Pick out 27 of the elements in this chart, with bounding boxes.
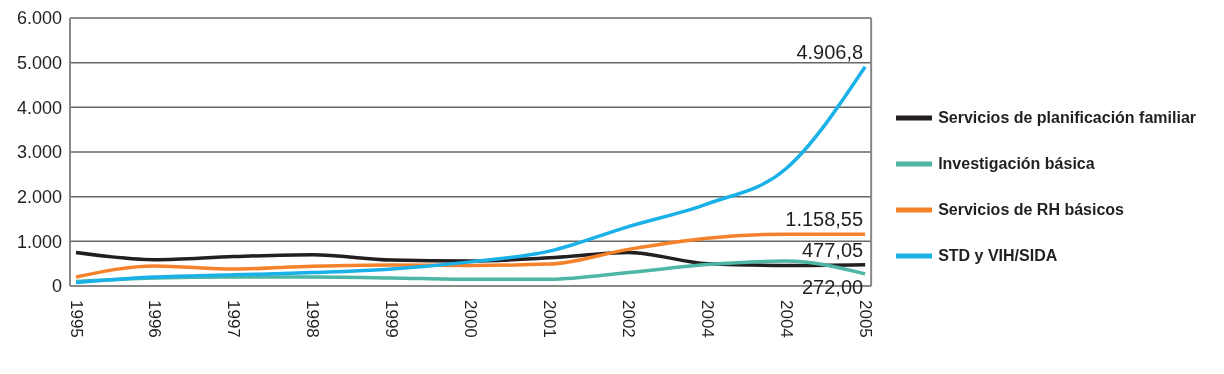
y-tick-label: 0 xyxy=(51,276,62,297)
annotation: 4.906,8 xyxy=(796,40,864,63)
x-tick-label: 1996 xyxy=(145,300,165,338)
x-tick-label: 2004 xyxy=(776,300,796,338)
y-tick-label: 3.000 xyxy=(16,142,62,163)
x-tick-label: 1998 xyxy=(303,300,323,338)
y-tick-label: 5.000 xyxy=(16,53,62,74)
x-tick-label: 1999 xyxy=(382,300,402,338)
x-tick-label: 2001 xyxy=(539,300,559,338)
x-tick-label: 2000 xyxy=(461,300,481,338)
legend-label: Servicios de planificación familiar xyxy=(938,108,1196,128)
y-tick-label: 1.000 xyxy=(16,231,62,252)
annotation: 272,00 xyxy=(801,276,864,299)
x-tick-label: 1997 xyxy=(224,300,244,338)
y-tick-label: 2.000 xyxy=(16,187,62,208)
x-tick-label: 2004 xyxy=(697,300,717,338)
annotation: 477,05 xyxy=(801,238,864,261)
line-series xyxy=(74,232,867,279)
annotation: 1.158,55 xyxy=(785,208,864,231)
x-tick-label: 2002 xyxy=(618,300,638,338)
legend-label: STD y VIH/SIDA xyxy=(938,246,1058,266)
legend-label: Servicios de RH básicos xyxy=(938,200,1124,220)
x-tick-label: 2005 xyxy=(855,300,875,338)
x-tick-label: 1995 xyxy=(66,300,86,338)
legend-label: Investigación básica xyxy=(938,154,1095,174)
y-tick-label: 4.000 xyxy=(16,97,62,118)
y-tick-label: 6.000 xyxy=(16,8,62,29)
